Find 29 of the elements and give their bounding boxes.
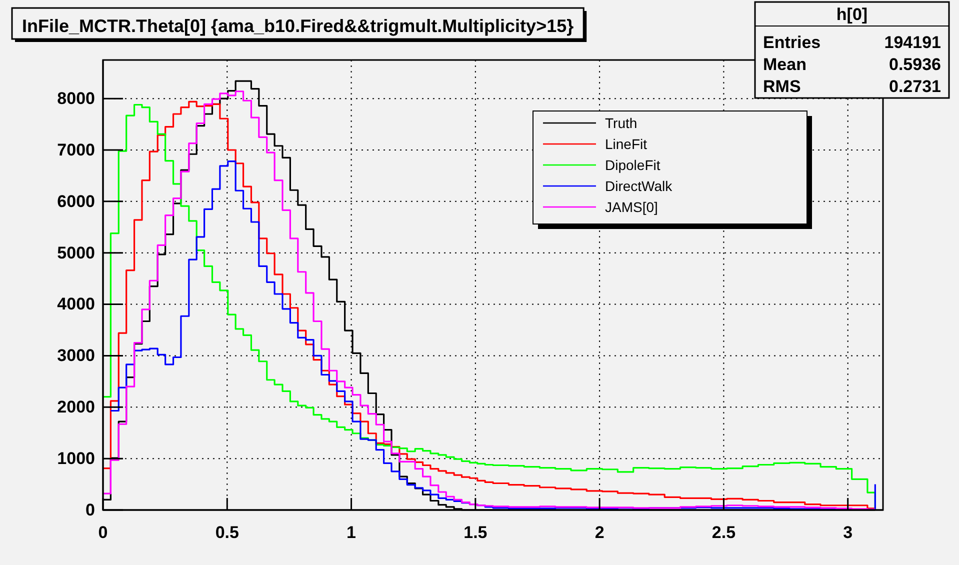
y-tick-label: 6000	[57, 192, 95, 211]
y-tick-label: 3000	[57, 346, 95, 366]
y-tick-label: 5000	[57, 243, 95, 262]
x-tick-label: 2	[594, 523, 604, 542]
x-tick-label: 2.5	[712, 523, 736, 542]
x-tick-label: 1.5	[464, 523, 488, 542]
y-tick-label: 7000	[57, 140, 95, 160]
legend-label: DipoleFit	[605, 157, 660, 173]
y-tick-label: 8000	[57, 89, 95, 108]
x-tick-label: 1	[346, 523, 356, 542]
y-tick-label: 4000	[57, 294, 95, 314]
y-tick-label: 0	[86, 500, 95, 520]
y-tick-label: 1000	[57, 449, 95, 468]
x-tick-label: 0	[98, 523, 108, 542]
legend-label: LineFit	[605, 136, 648, 152]
annotation: RMS	[763, 77, 801, 96]
y-tick-label: 2000	[57, 398, 95, 417]
legend-label: Truth	[605, 115, 638, 131]
text: 194191	[884, 33, 941, 52]
x-tick-label: 3	[843, 523, 853, 542]
text: h[0]	[836, 5, 868, 24]
x-tick-label: 0.5	[215, 523, 239, 542]
text: 0.2731	[889, 77, 941, 96]
annotation: Mean	[763, 55, 806, 74]
text: 0.5936	[889, 55, 941, 74]
legend-label: JAMS[0]	[605, 199, 658, 215]
legend-label: DirectWalk	[605, 178, 674, 194]
chart-title: InFile_MCTR.Theta[0] {ama_b10.Fired&&trigmult.Multiplicity>15}	[22, 16, 574, 36]
text: Entries	[763, 33, 821, 52]
